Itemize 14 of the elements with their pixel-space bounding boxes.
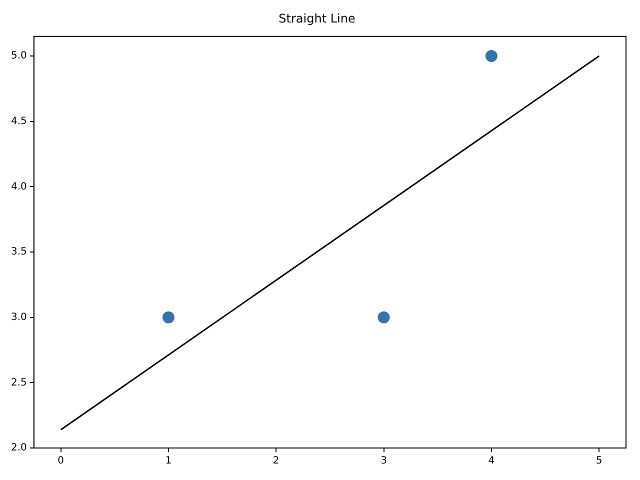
y-tick-label: 2.5 xyxy=(10,377,27,388)
y-tick-label: 4.5 xyxy=(10,116,27,127)
y-tick-label: 3.5 xyxy=(10,246,27,258)
x-tick-label: 4 xyxy=(488,456,495,467)
x-tick-label: 1 xyxy=(165,456,172,467)
x-tick-label: 3 xyxy=(380,456,387,467)
chart-title: Straight Line xyxy=(278,11,356,26)
x-tick-label: 0 xyxy=(58,456,64,467)
y-tick-label: 3.0 xyxy=(10,312,27,323)
y-tick-label: 2.0 xyxy=(10,442,27,454)
x-tick-label: 5 xyxy=(596,456,602,467)
y-tick-label: 5.0 xyxy=(10,50,27,62)
y-tick-label: 4.0 xyxy=(10,181,27,192)
x-tick-label: 2 xyxy=(272,456,280,467)
